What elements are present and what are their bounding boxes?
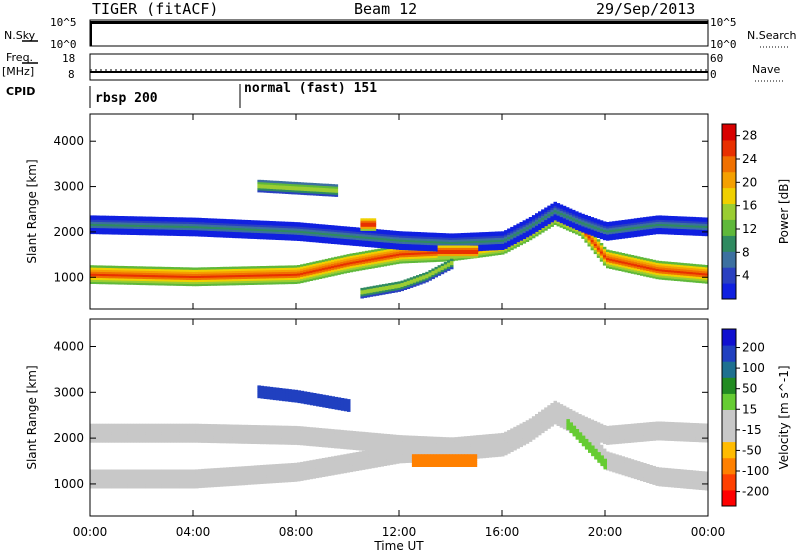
velocity-colorbar-tick: -15: [742, 423, 762, 437]
velocity-colorbar-segment: [722, 441, 736, 459]
power-colorbar-segment: [722, 155, 736, 173]
freq-panel: [89, 53, 709, 81]
power-colorbar-tick: 24: [742, 152, 757, 166]
freq-label: Freq.: [6, 51, 34, 64]
velocity-colorbar-segment: [722, 473, 736, 491]
cpid-mode-2: normal (fast) 151: [244, 81, 378, 96]
velocity-ytick-label: 2000: [53, 431, 84, 445]
velocity-ytick-label: 4000: [53, 339, 84, 353]
power-hot-spot-2: [437, 245, 479, 259]
velocity-colorbar-segment: [722, 329, 736, 346]
velocity-colorbar-tick: 200: [742, 341, 765, 355]
xtick-label: 08:00: [279, 525, 314, 539]
power-colorbar-segment: [722, 235, 736, 252]
nave-label: Nave: [752, 63, 781, 76]
nsky-trace: [90, 21, 708, 24]
velocity-colorbar-segment: [722, 409, 736, 427]
velocity-colorbar-segment: [722, 393, 736, 410]
power-colorbar-tick: 4: [742, 269, 750, 283]
power-colorbar-segment: [722, 219, 736, 236]
beam-label: Beam 12: [354, 0, 418, 18]
power-colorbar-label: Power [dB]: [777, 179, 791, 244]
xlabel: Time UT: [373, 539, 424, 553]
nave-tick-bottom: 0: [710, 68, 717, 81]
power-ytick-label: 1000: [53, 270, 84, 284]
power-ylabel: Slant Range [km]: [25, 159, 39, 263]
radar-title: TIGER (fitACF): [92, 0, 219, 18]
velocity-colorbar-tick: 15: [742, 402, 757, 416]
nsky-tick-top: 10^5: [50, 16, 77, 29]
nsearch-tick-bottom: 10^0: [710, 38, 737, 51]
power-colorbar-segment: [722, 139, 736, 157]
velocity-panel: 1000 2000 3000 4000 Slant Range [km] 200 100 50…: [25, 318, 791, 517]
power-colorbar-segment: [722, 187, 736, 204]
nave-tick-top: 60: [710, 52, 724, 65]
power-colorbar-segment: [722, 251, 736, 268]
power-colorbar-segment: [722, 267, 736, 284]
velocity-colorbar-tick: 100: [742, 361, 765, 375]
velocity-colorbar-tick: 50: [742, 382, 757, 396]
velocity-colorbar-frame: [721, 328, 737, 507]
power-ytick-label: 3000: [53, 180, 84, 194]
xtick-label: 16:00: [485, 525, 520, 539]
velocity-positive-streak: [566, 419, 607, 470]
power-panel: 1000 2000 3000 4000 Slant Range [km] 4 8 12 16 20…: [25, 113, 791, 310]
cpid-mode-1: rbsp 200: [95, 91, 158, 106]
date-label: 29/Sep/2013: [596, 0, 696, 18]
velocity-colorbar-segment: [722, 377, 736, 394]
power-upper-band: [90, 201, 709, 253]
velocity-colorbar-tick: -50: [742, 443, 762, 457]
nsky-label: N.Sky: [4, 29, 36, 42]
nsearch-tick-top: 10^5: [710, 16, 737, 29]
velocity-ytick-label: 1000: [53, 477, 84, 491]
power-ytick-label: 4000: [53, 134, 84, 148]
nsky-start-bar: [90, 21, 92, 46]
velocity-high-patch: [257, 385, 351, 412]
freq-tick-top: 18: [62, 52, 76, 65]
cpid-label: CPID: [6, 85, 36, 98]
velocity-negative-patch: [411, 454, 478, 467]
freq-tick-bottom: 8: [68, 68, 75, 81]
nsearch-label: N.Search: [747, 29, 797, 42]
velocity-colorbar-segment: [722, 345, 736, 362]
xtick-label: 12:00: [382, 525, 417, 539]
velocity-ylabel: Slant Range [km]: [25, 365, 39, 469]
velocity-colorbar-segment: [722, 425, 736, 443]
power-colorbar-tick: 20: [742, 175, 757, 189]
xtick-label: 04:00: [176, 525, 211, 539]
velocity-colorbar-tick: -100: [742, 464, 769, 478]
velocity-colorbar-label: Velocity [m s^-1]: [777, 365, 791, 469]
velocity-colorbar-segment: [722, 457, 736, 475]
xtick-label: 00:00: [691, 525, 726, 539]
velocity-ytick-label: 3000: [53, 385, 84, 399]
power-colorbar-tick: 16: [742, 199, 757, 213]
power-lower-branch: [360, 258, 454, 299]
power-colorbar-tick: 12: [742, 222, 757, 236]
power-high-patch: [257, 179, 339, 197]
power-ytick-label: 2000: [53, 225, 84, 239]
power-colorbar-segment: [722, 171, 736, 189]
velocity-colorbar-segment: [722, 489, 736, 507]
velocity-colorbar-segment: [722, 361, 736, 378]
power-colorbar-segment: [722, 124, 736, 141]
velocity-colorbar-tick: -200: [742, 485, 769, 499]
freq-unit-label: [MHz]: [2, 65, 35, 78]
power-colorbar-frame: [721, 123, 737, 300]
velocity-upper-band: [90, 400, 709, 457]
power-colorbar-tick: 8: [742, 245, 750, 259]
xtick-label: 00:00: [73, 525, 108, 539]
xtick-label: 20:00: [588, 525, 623, 539]
power-hot-spot-1: [360, 218, 377, 231]
nsky-tick-bottom: 10^0: [50, 38, 77, 51]
power-colorbar-segment: [722, 203, 736, 220]
power-colorbar-segment: [722, 283, 736, 300]
power-colorbar-tick: 28: [742, 129, 757, 143]
